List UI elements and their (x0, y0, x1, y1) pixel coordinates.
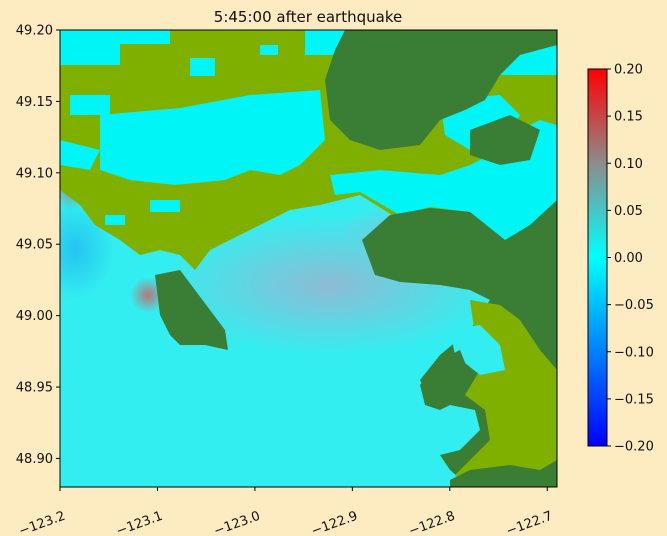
highland-south (450, 460, 557, 487)
colorbar-tick-label: 0.15 (614, 110, 643, 125)
colorbar-tick-label: −0.15 (614, 392, 654, 407)
x-tick-label: −123.2 (17, 509, 67, 536)
x-tick-label: −123.0 (212, 509, 262, 536)
y-tick-label: 49.10 (16, 166, 53, 181)
y-tick-label: 49.20 (16, 24, 53, 39)
colorbar-tick-label: 0.20 (614, 63, 643, 78)
x-tick-label: −122.7 (504, 509, 554, 536)
y-tick-label: 48.90 (16, 452, 53, 467)
y-tick-label: 49.15 (16, 95, 53, 110)
x-axis: −123.2 −123.1 −123.0 −122.9 −122.8 −122.7 (17, 487, 555, 536)
x-tick-label: −122.9 (309, 509, 359, 536)
colorbar-tick-label: 0.10 (614, 157, 643, 172)
x-tick-label: −123.1 (114, 509, 164, 536)
highland-point-roberts (420, 350, 470, 410)
colorbar: 0.20 0.15 0.10 0.05 0.00 −0.05 −0.10 −0.15 −0.20 (587, 63, 654, 455)
colorbar-gradient (587, 68, 608, 447)
colorbar-tick-label: −0.05 (614, 298, 654, 313)
y-tick-label: 49.05 (16, 238, 53, 253)
colorbar-axis: 0.20 0.15 0.10 0.05 0.00 −0.05 −0.10 −0.15 −0.20 (607, 63, 654, 455)
y-tick-label: 48.95 (16, 381, 53, 396)
plot-frame (59, 29, 558, 488)
highland-tsawwassen (155, 270, 228, 350)
colorbar-tick-label: −0.20 (614, 440, 654, 455)
colorbar-tick-label: 0.00 (614, 251, 643, 266)
map-plot-area (60, 30, 557, 487)
y-tick-label: 49.00 (16, 309, 53, 324)
x-tick-label: −122.8 (407, 509, 457, 536)
chart-title: 5:45:00 after earthquake (214, 8, 402, 26)
highland-burnaby (470, 115, 540, 165)
water-inlet (450, 325, 505, 375)
colorbar-tick-label: 0.05 (614, 204, 643, 219)
colorbar-tick-label: −0.10 (614, 345, 654, 360)
highland-north (325, 30, 557, 150)
y-axis: 48.90 48.95 49.00 49.05 49.10 49.15 49.20 (16, 24, 60, 467)
